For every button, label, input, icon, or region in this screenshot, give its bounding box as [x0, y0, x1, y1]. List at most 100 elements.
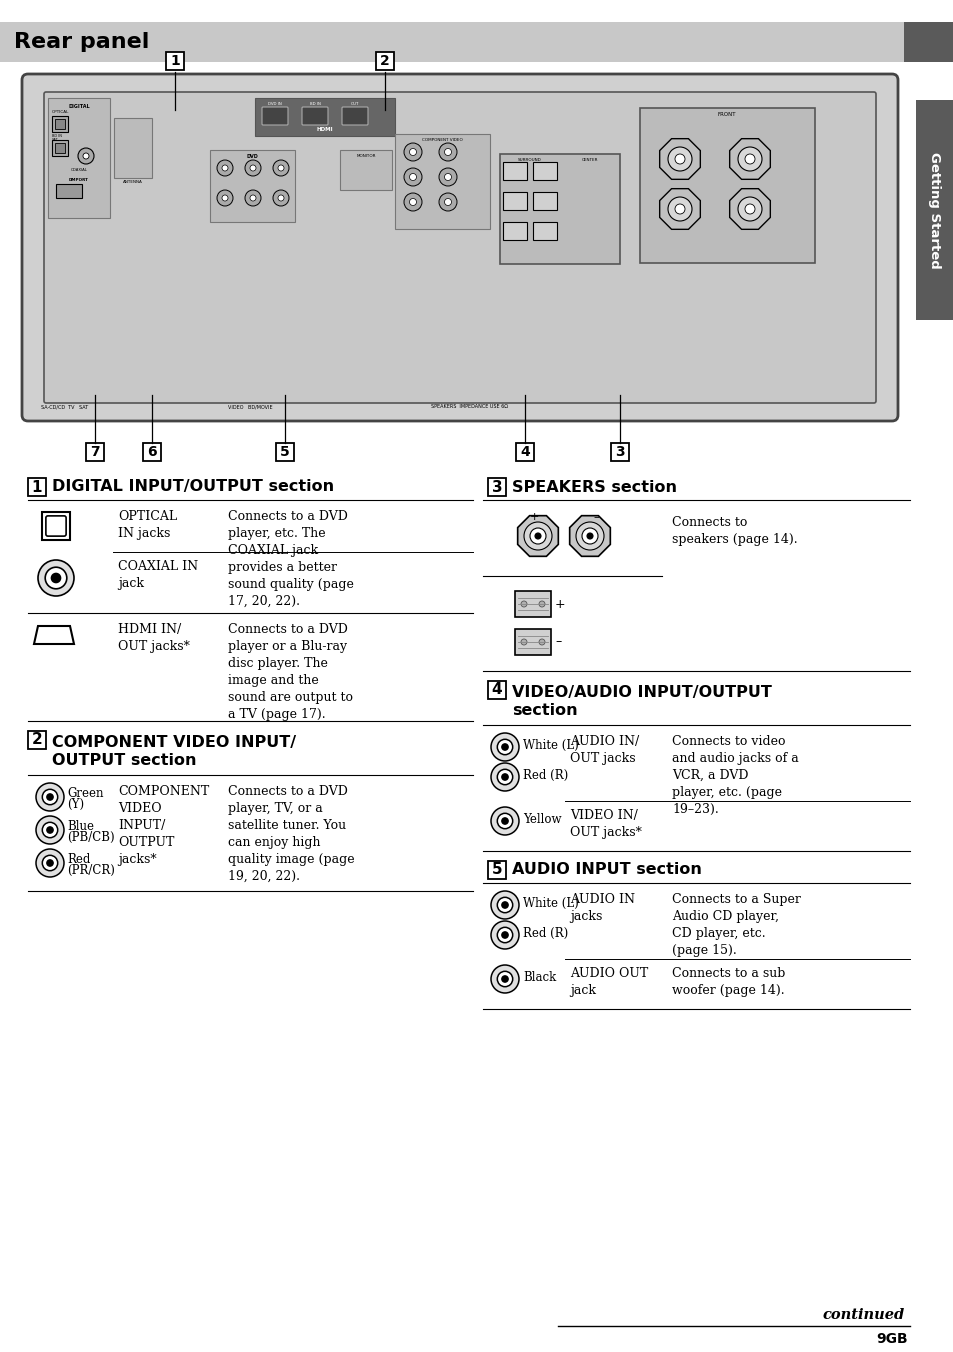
Bar [55, 143, 65, 153]
Text: White (L): White (L) [522, 740, 578, 752]
Circle shape [83, 153, 89, 160]
Circle shape [403, 143, 421, 161]
Text: White (L): White (L) [522, 896, 578, 910]
Circle shape [501, 744, 508, 750]
Circle shape [738, 197, 761, 220]
Polygon shape [729, 139, 769, 180]
Text: SPEAKERS  IMPEDANCE USE 6Ω: SPEAKERS IMPEDANCE USE 6Ω [431, 404, 508, 410]
Text: DVD: DVD [246, 154, 257, 160]
Text: +: + [555, 598, 565, 611]
Circle shape [36, 783, 64, 811]
Text: DVD IN: DVD IN [268, 101, 281, 105]
Circle shape [744, 204, 754, 214]
Circle shape [497, 814, 512, 829]
Circle shape [409, 149, 416, 155]
Circle shape [520, 639, 526, 645]
FancyBboxPatch shape [22, 74, 897, 420]
Bar [502, 162, 526, 180]
Circle shape [444, 149, 451, 155]
Text: BD IN: BD IN [52, 134, 62, 138]
Bar [488, 681, 505, 699]
Polygon shape [659, 189, 700, 230]
Text: 4: 4 [491, 683, 502, 698]
Bar [166, 51, 184, 70]
Circle shape [409, 199, 416, 206]
Text: BD IN: BD IN [309, 101, 320, 105]
Text: Red: Red [67, 853, 91, 867]
FancyBboxPatch shape [341, 107, 368, 124]
Text: COAXIAL IN
jack: COAXIAL IN jack [118, 560, 198, 589]
Text: SURROUND: SURROUND [517, 158, 541, 162]
Text: –: – [555, 635, 560, 649]
Text: VIDEO IN/
OUT jacks*: VIDEO IN/ OUT jacks* [569, 808, 641, 840]
Circle shape [581, 529, 598, 544]
Text: AUDIO IN/
OUT jacks: AUDIO IN/ OUT jacks [569, 735, 639, 765]
Circle shape [675, 154, 684, 164]
Circle shape [501, 773, 508, 780]
FancyBboxPatch shape [262, 107, 288, 124]
Circle shape [222, 165, 228, 170]
Circle shape [438, 143, 456, 161]
Circle shape [216, 160, 233, 176]
Bar [502, 222, 526, 241]
FancyBboxPatch shape [46, 516, 66, 537]
Text: DIGITAL: DIGITAL [68, 104, 90, 110]
Bar [610, 443, 628, 461]
Bar [48, 97, 110, 218]
Circle shape [403, 168, 421, 187]
Text: Connects to a DVD
player or a Blu-ray
disc player. The
image and the
sound are o: Connects to a DVD player or a Blu-ray di… [228, 623, 353, 721]
Text: 3: 3 [491, 480, 502, 495]
Text: OPTICAL: OPTICAL [52, 110, 70, 114]
Text: AUDIO INPUT section: AUDIO INPUT section [512, 863, 701, 877]
Bar [55, 119, 65, 128]
Text: 5: 5 [280, 445, 290, 458]
Circle shape [273, 160, 289, 176]
Bar [113, 118, 152, 178]
Circle shape [497, 740, 512, 754]
Text: +: + [529, 512, 538, 522]
Circle shape [250, 195, 255, 201]
Circle shape [491, 891, 518, 919]
Text: Connects to a Super
Audio CD player,
CD player, etc.
(page 15).: Connects to a Super Audio CD player, CD … [671, 894, 800, 957]
Text: 7: 7 [91, 445, 100, 458]
Circle shape [738, 147, 761, 170]
Text: 2: 2 [31, 733, 42, 748]
Text: SPEAKERS section: SPEAKERS section [512, 480, 677, 495]
Circle shape [497, 971, 512, 987]
Text: AUDIO OUT
jack: AUDIO OUT jack [569, 967, 648, 996]
Bar [395, 134, 490, 228]
Text: SA-CD/CD  TV   SAT: SA-CD/CD TV SAT [41, 404, 89, 410]
Text: (PR/CR): (PR/CR) [67, 864, 114, 877]
Text: SAT: SAT [52, 138, 58, 142]
Text: VIDEO/AUDIO INPUT/OUTPUT: VIDEO/AUDIO INPUT/OUTPUT [512, 685, 771, 700]
Text: COMPONENT VIDEO INPUT/: COMPONENT VIDEO INPUT/ [52, 735, 295, 750]
Circle shape [38, 560, 74, 596]
Bar [502, 192, 526, 210]
Polygon shape [517, 515, 558, 556]
Bar [0, 22, 903, 62]
Bar [339, 150, 392, 191]
Circle shape [250, 165, 255, 170]
Text: CENTER: CENTER [581, 158, 598, 162]
Text: DIGITAL INPUT/OUTPUT section: DIGITAL INPUT/OUTPUT section [52, 480, 334, 495]
Circle shape [501, 976, 508, 982]
Circle shape [42, 790, 57, 804]
Text: Connects to
speakers (page 14).: Connects to speakers (page 14). [671, 516, 797, 546]
Bar [52, 141, 68, 155]
Circle shape [497, 898, 512, 913]
Bar [903, 22, 953, 62]
Polygon shape [729, 189, 769, 230]
Polygon shape [34, 626, 74, 644]
Circle shape [45, 568, 67, 589]
Text: continued: continued [821, 1307, 904, 1322]
Text: COMPONENT
VIDEO
INPUT/
OUTPUT
jacks*: COMPONENT VIDEO INPUT/ OUTPUT jacks* [118, 786, 209, 867]
Bar [516, 443, 534, 461]
Text: 1: 1 [170, 54, 180, 68]
Bar [143, 443, 161, 461]
Circle shape [277, 165, 284, 170]
Text: 5: 5 [491, 863, 502, 877]
Circle shape [497, 927, 512, 942]
Text: Getting Started: Getting Started [927, 151, 941, 269]
Text: 2: 2 [379, 54, 390, 68]
Bar [915, 100, 953, 320]
